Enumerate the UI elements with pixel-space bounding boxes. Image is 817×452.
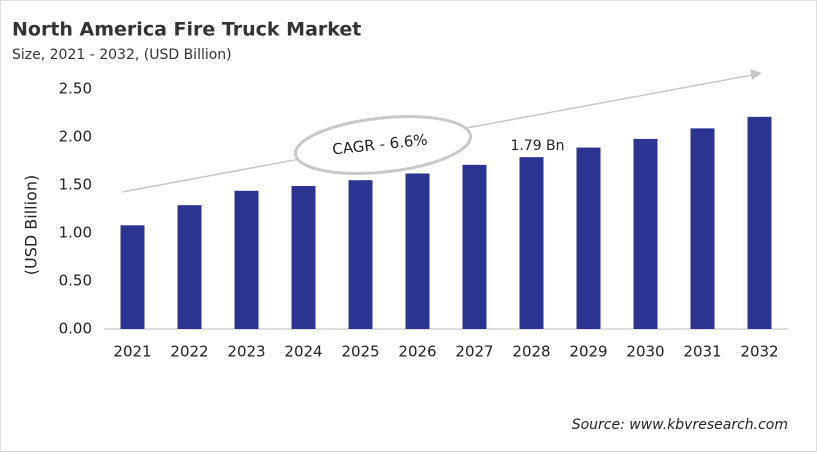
y-tick-label: 0.00 [59,320,92,338]
x-tick-label: 2031 [683,343,721,361]
chart-subtitle: Size, 2021 - 2032, (USD Billion) [12,47,232,63]
x-tick-label: 2030 [626,343,664,361]
y-tick-label: 2.00 [59,128,92,146]
y-tick-label: 1.00 [59,224,92,242]
x-tick-label: 2027 [455,343,493,361]
x-tick-label: 2026 [398,343,436,361]
x-tick-label: 2032 [740,343,778,361]
y-tick-label: 1.50 [59,176,92,194]
bar [747,116,772,329]
x-tick-label: 2024 [284,343,322,361]
source: Source: www.kbvresearch.com [572,417,788,433]
bar [405,173,430,329]
bar [291,185,316,329]
bar [462,164,487,329]
cagr-ellipse [293,115,473,175]
data-label: 1.79 Bn [510,138,564,154]
y-tick-label: 2.50 [59,80,92,98]
bar [519,157,544,329]
bar [177,205,202,329]
bar [348,180,373,329]
bar [633,138,658,329]
bar [120,225,145,329]
bar [576,147,601,329]
arrow-head [750,69,762,80]
x-tick-label: 2023 [227,343,265,361]
x-tick-label: 2021 [113,343,151,361]
y-axis-label: (USD Billion) [22,175,41,275]
y-tick-label: 0.50 [59,272,92,290]
x-tick-label: 2029 [569,343,607,361]
x-tick-label: 2022 [170,343,208,361]
x-tick-label: 2028 [512,343,550,361]
x-tick-label: 2025 [341,343,379,361]
bar [690,128,715,329]
bar [234,190,259,329]
chart-title: North America Fire Truck Market [12,19,361,41]
